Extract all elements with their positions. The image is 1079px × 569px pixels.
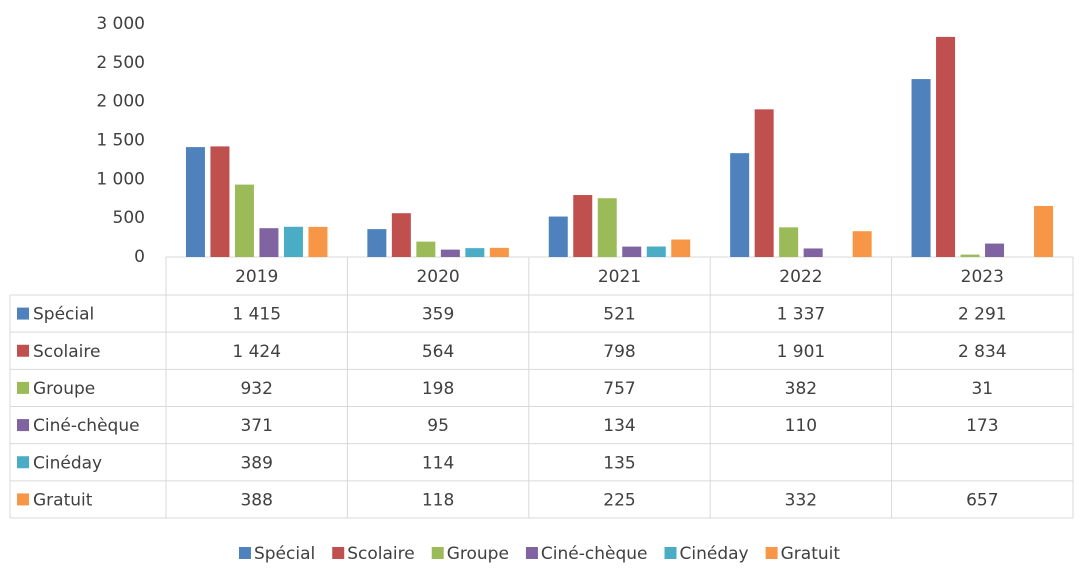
table-cell: 2 291 [958, 305, 1007, 325]
legend-label: Cinéday [680, 544, 749, 564]
table-cell: 1 337 [777, 305, 826, 325]
y-tick-label: 3 000 [96, 14, 145, 34]
legend-key [238, 547, 251, 559]
x-tick-label: 2022 [779, 267, 822, 287]
table-cell: 198 [422, 379, 454, 399]
row-label: Groupe [33, 379, 95, 399]
table-cell: 932 [240, 379, 272, 399]
table-cell: 135 [603, 453, 635, 473]
x-tick-label: 2021 [598, 267, 641, 287]
table-cell: 1 901 [777, 342, 826, 362]
table-cell: 225 [603, 490, 635, 510]
table-cell: 564 [422, 342, 454, 362]
table-cell: 31 [971, 379, 993, 399]
bar [416, 241, 436, 257]
row-label: Gratuit [33, 490, 93, 510]
y-tick-label: 0 [134, 247, 145, 267]
table-legend-key [17, 381, 29, 394]
table-cell: 1 415 [232, 305, 281, 325]
bar [754, 109, 774, 257]
bar [489, 247, 509, 257]
legend-label: Gratuit [781, 544, 841, 564]
legend-key [525, 547, 538, 559]
bar [960, 254, 980, 257]
table-cell: 1 424 [232, 342, 281, 362]
table-cell: 389 [240, 453, 272, 473]
table-cell: 657 [966, 490, 998, 510]
row-label: Ciné-chèque [33, 416, 140, 436]
bar [597, 198, 617, 257]
x-tick-label: 2019 [235, 267, 278, 287]
legend-label: Ciné-chèque [541, 544, 648, 564]
table-legend-key [17, 307, 29, 320]
row-label: Spécial [33, 305, 94, 325]
bar [1034, 205, 1054, 257]
table-cell: 2 834 [958, 342, 1007, 362]
table-cell: 757 [603, 379, 635, 399]
table-cell: 114 [422, 453, 454, 473]
table-cell: 371 [240, 416, 272, 436]
table-legend-key [17, 493, 29, 506]
y-tick-label: 2 000 [96, 92, 145, 112]
bar [573, 195, 593, 257]
legend-key [664, 547, 677, 559]
bar [283, 226, 303, 257]
bar [622, 246, 642, 257]
table-cell: 173 [966, 416, 998, 436]
bar [671, 239, 691, 257]
bar [936, 36, 956, 257]
bar [308, 226, 328, 257]
bar [391, 213, 411, 257]
table-cell: 332 [785, 490, 817, 510]
table-cell: 110 [785, 416, 817, 436]
x-tick-label: 2023 [961, 267, 1004, 287]
table-cell: 388 [240, 490, 272, 510]
y-tick-label: 500 [113, 208, 145, 228]
bar [440, 249, 460, 257]
table-cell: 521 [603, 305, 635, 325]
table-cell: 95 [427, 416, 449, 436]
bar [985, 243, 1005, 257]
row-label: Cinéday [33, 453, 102, 473]
legend-label: Spécial [254, 544, 315, 564]
legend: Spécial Scolaire Groupe Ciné-chèque Cinéday G… [238, 544, 841, 564]
table-cell: 382 [785, 379, 817, 399]
legend-key [332, 547, 345, 559]
bar [730, 153, 750, 257]
bar [234, 184, 254, 257]
bar [803, 248, 823, 257]
row-label: Scolaire [33, 342, 100, 362]
y-tick-label: 2 500 [96, 53, 145, 73]
bar [259, 228, 279, 257]
table-legend-key [17, 344, 29, 357]
table-cell: 798 [603, 342, 635, 362]
bar [548, 216, 568, 257]
bar [646, 246, 666, 257]
table-legend-key [17, 456, 29, 469]
x-tick-label: 2020 [416, 267, 459, 287]
legend-label: Scolaire [347, 544, 414, 564]
bar [911, 79, 931, 257]
bar [465, 248, 485, 257]
table-cell: 118 [422, 490, 454, 510]
bar [185, 147, 205, 257]
table-legend-key [17, 419, 29, 432]
legend-key [431, 547, 444, 559]
bar [852, 231, 872, 257]
legend-key [765, 547, 778, 559]
bar [779, 227, 799, 257]
y-tick-label: 1 000 [96, 169, 145, 189]
bar [367, 229, 387, 257]
y-tick-label: 1 500 [96, 131, 145, 151]
table-cell: 359 [422, 305, 454, 325]
bar [210, 146, 230, 257]
table-cell: 134 [603, 416, 635, 436]
legend-label: Groupe [447, 544, 509, 564]
